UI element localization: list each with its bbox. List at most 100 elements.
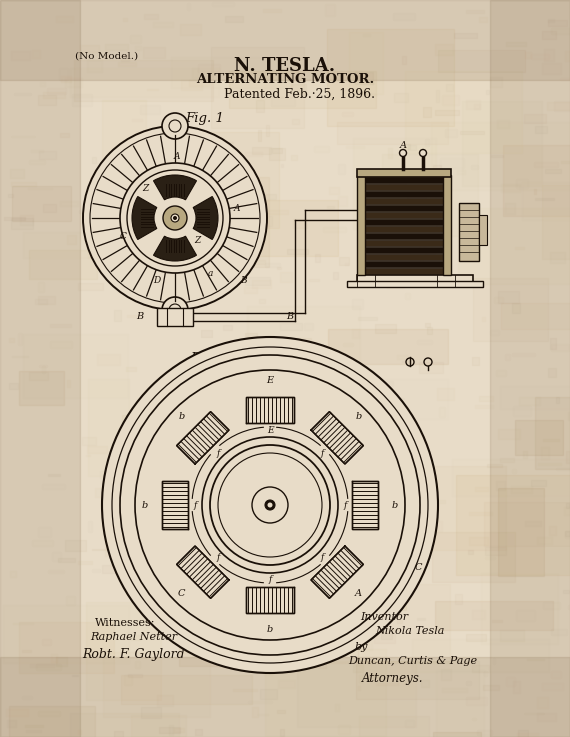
Bar (365, 254, 443, 260)
Bar (56, 16, 73, 22)
Bar (491, 155, 503, 157)
Bar (4, 217, 25, 220)
Bar (197, 191, 215, 195)
Bar (266, 125, 269, 136)
Bar (265, 634, 274, 643)
Bar (82, 436, 96, 445)
Bar (86, 601, 161, 700)
Bar (549, 526, 556, 535)
Bar (51, 551, 62, 562)
Bar (479, 396, 492, 400)
Bar (543, 439, 559, 441)
Text: f: f (216, 449, 219, 458)
Bar (160, 727, 180, 733)
Bar (201, 535, 208, 545)
Bar (141, 215, 162, 226)
Bar (357, 169, 451, 177)
Bar (279, 395, 291, 403)
Bar (104, 238, 126, 240)
Bar (294, 464, 389, 515)
Bar (40, 82, 45, 86)
Bar (222, 186, 227, 197)
Bar (250, 444, 273, 447)
Bar (260, 689, 277, 699)
Bar (403, 277, 421, 282)
Bar (124, 675, 132, 685)
Bar (259, 299, 265, 303)
Bar (59, 69, 68, 80)
Bar (240, 249, 249, 252)
Bar (192, 378, 194, 387)
Bar (67, 235, 75, 244)
Bar (290, 466, 301, 468)
Bar (365, 268, 443, 274)
Bar (38, 282, 44, 293)
Bar (292, 119, 299, 124)
Bar (219, 487, 240, 492)
Bar (365, 444, 377, 451)
Text: b: b (267, 626, 273, 635)
Bar (11, 181, 36, 186)
Bar (292, 338, 311, 347)
Bar (196, 189, 208, 196)
Bar (408, 193, 426, 203)
Polygon shape (311, 412, 363, 464)
Bar (60, 200, 78, 206)
Bar (363, 34, 370, 36)
Bar (353, 94, 376, 96)
Bar (123, 18, 127, 21)
Bar (362, 641, 372, 650)
Bar (561, 161, 570, 163)
Bar (32, 50, 40, 57)
Bar (255, 404, 268, 405)
Bar (233, 453, 255, 461)
Bar (341, 374, 361, 378)
Bar (442, 688, 467, 692)
Bar (105, 494, 166, 556)
Bar (28, 188, 52, 189)
Bar (23, 232, 125, 258)
Bar (365, 191, 443, 197)
Bar (251, 279, 271, 288)
Bar (376, 683, 398, 685)
Bar (109, 510, 164, 559)
Bar (437, 388, 454, 400)
Polygon shape (352, 481, 378, 529)
Bar (271, 97, 295, 105)
Bar (157, 308, 193, 326)
Bar (544, 49, 555, 60)
Text: Inventor: Inventor (360, 612, 408, 622)
Bar (389, 248, 410, 253)
Bar (435, 110, 459, 114)
Bar (213, 402, 219, 407)
Bar (29, 250, 97, 279)
Bar (472, 718, 476, 720)
Bar (551, 27, 570, 35)
Bar (397, 620, 402, 623)
Bar (158, 188, 242, 248)
Bar (92, 569, 100, 572)
Bar (43, 204, 56, 212)
Bar (548, 19, 555, 22)
Bar (419, 532, 422, 543)
Bar (26, 730, 42, 732)
Bar (445, 129, 457, 137)
Bar (365, 219, 443, 225)
Bar (482, 317, 484, 321)
Bar (400, 203, 406, 209)
Text: E: E (267, 425, 273, 435)
Bar (535, 198, 553, 200)
Bar (127, 315, 140, 317)
Bar (506, 203, 515, 214)
Bar (542, 683, 563, 690)
Bar (260, 373, 283, 383)
Text: by: by (355, 642, 368, 652)
Bar (152, 395, 271, 487)
Bar (550, 251, 565, 263)
Text: b: b (142, 500, 148, 509)
Polygon shape (246, 587, 294, 613)
Bar (420, 256, 424, 265)
Bar (344, 262, 348, 265)
Text: C: C (120, 231, 127, 240)
Bar (360, 558, 363, 560)
